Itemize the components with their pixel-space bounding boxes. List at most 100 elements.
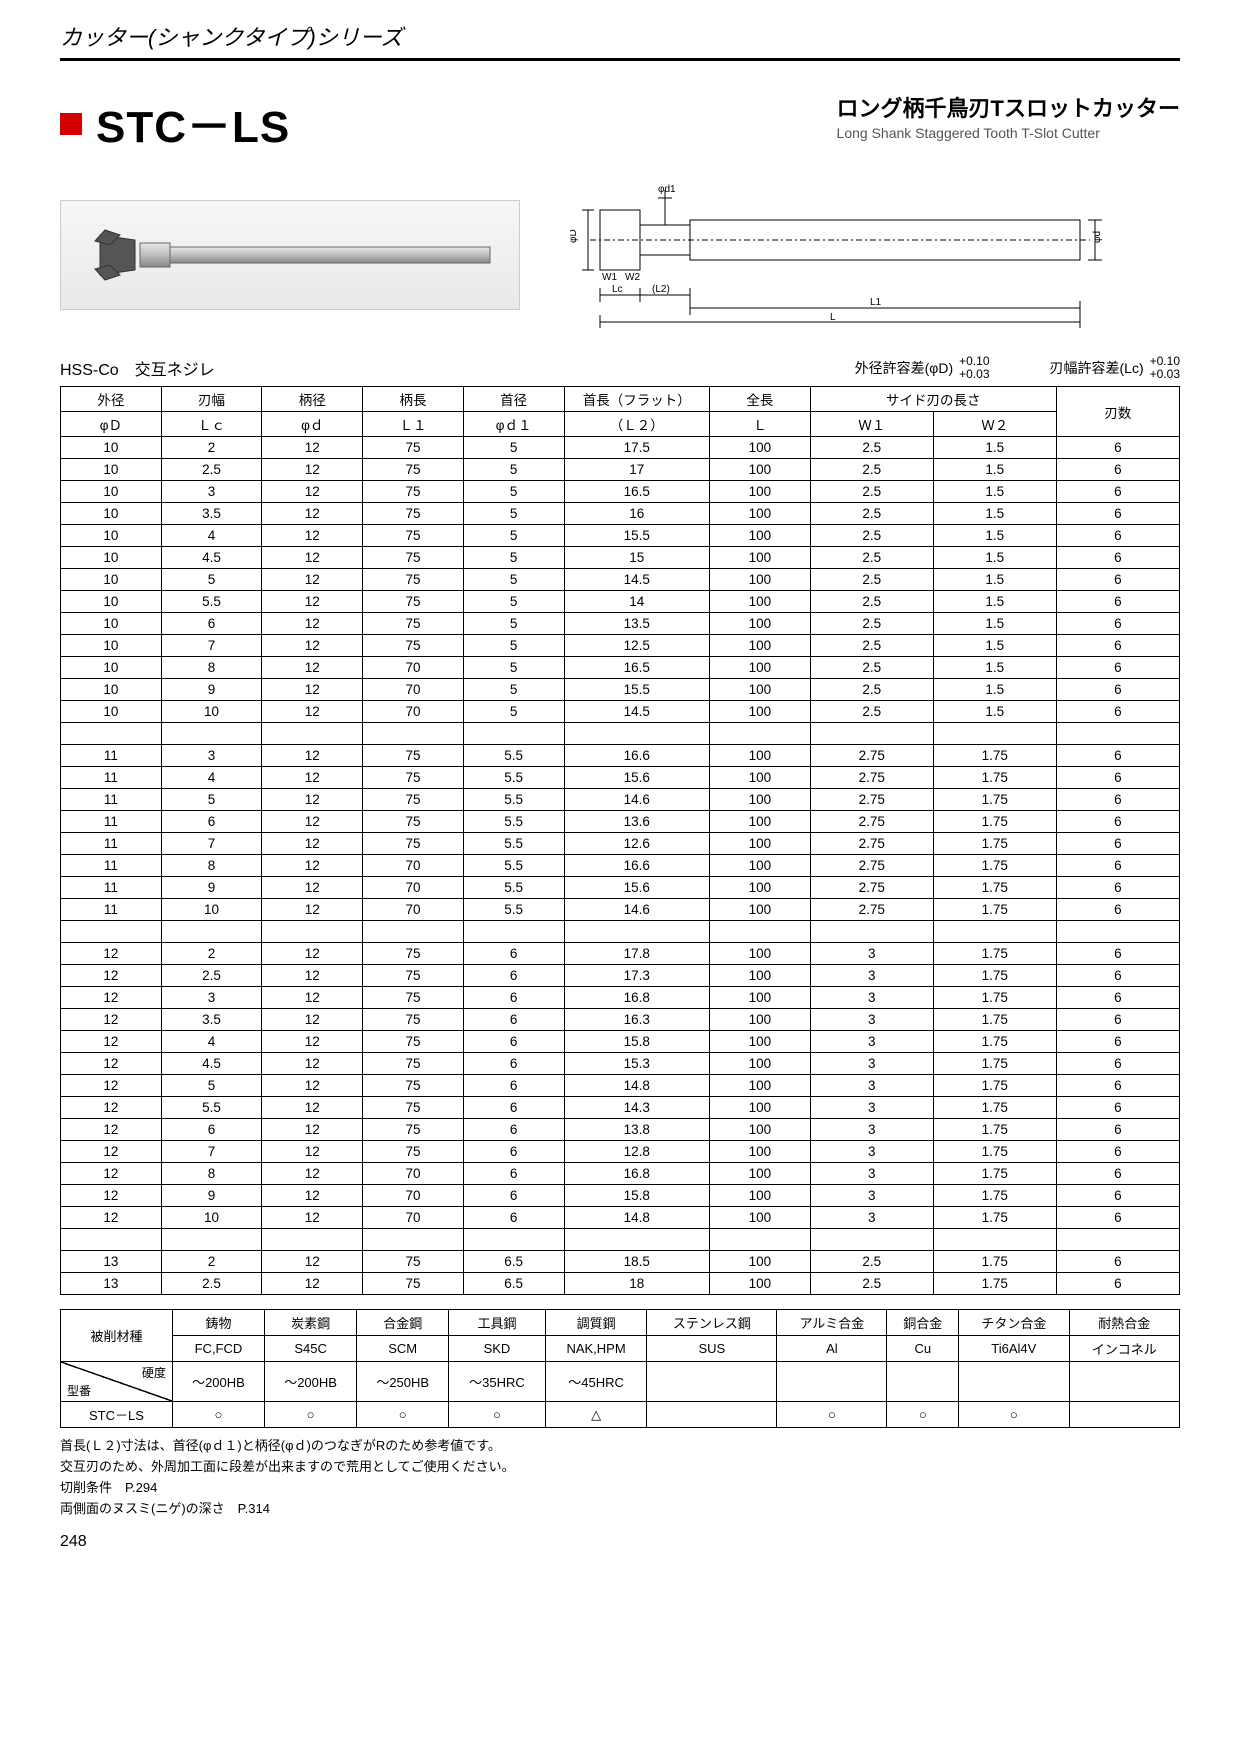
spec-cell: 12 [262, 767, 363, 789]
spec-cell: 13.8 [564, 1119, 709, 1141]
spec-cell: 17.8 [564, 943, 709, 965]
spec-cell: 100 [709, 965, 810, 987]
svg-text:(L2): (L2) [652, 284, 670, 295]
spec-cell: 1.5 [933, 503, 1056, 525]
blank-cell [161, 723, 262, 745]
spec-cell: 5.5 [463, 767, 564, 789]
spec-cell: 3 [810, 1009, 933, 1031]
spec-cell: 100 [709, 525, 810, 547]
spec-cell: 6 [1056, 525, 1179, 547]
spec-cell: 100 [709, 811, 810, 833]
table-row: 132.512756.5181002.51.756 [61, 1273, 1180, 1295]
spec-cell: 16.6 [564, 855, 709, 877]
spec-cell: 1.75 [933, 1163, 1056, 1185]
spec-cell: 75 [363, 591, 464, 613]
page-header-text: カッター(シャンクタイプ)シリーズ [60, 25, 403, 50]
spec-cell: 1.75 [933, 1119, 1056, 1141]
spec-cell: 5 [161, 789, 262, 811]
mat-h2: NAK,HPM [545, 1336, 647, 1362]
table-row: 1031275516.51002.51.56 [61, 481, 1180, 503]
spec-cell: 12 [262, 877, 363, 899]
blank-cell [933, 723, 1056, 745]
spec-cell: 6 [1056, 635, 1179, 657]
table-row: 1021275517.51002.51.56 [61, 437, 1180, 459]
table-row: 1271275612.810031.756 [61, 1141, 1180, 1163]
spec-cell: 6 [463, 1163, 564, 1185]
spec-cell: 14.5 [564, 569, 709, 591]
spec-cell: 5 [463, 547, 564, 569]
spec-cell: 2.75 [810, 811, 933, 833]
spec-cell: 12 [262, 481, 363, 503]
table-row: 11512755.514.61002.751.756 [61, 789, 1180, 811]
spec-cell: 15.6 [564, 767, 709, 789]
spec-cell: 1.5 [933, 459, 1056, 481]
spec-cell: 6 [1056, 503, 1179, 525]
spec-cell: 75 [363, 1119, 464, 1141]
spec-cell: 100 [709, 1185, 810, 1207]
blank-cell [564, 1229, 709, 1251]
spec-cell: 12 [61, 1031, 162, 1053]
spec-h2: Ｌ [709, 412, 810, 437]
spec-cell: 6 [161, 1119, 262, 1141]
spec-cell: 100 [709, 679, 810, 701]
spec-cell: 75 [363, 1141, 464, 1163]
mat-mark: ○ [265, 1402, 357, 1428]
spec-cell: 14.3 [564, 1097, 709, 1119]
spec-cell: 2.5 [810, 635, 933, 657]
table-row: 1251275614.810031.756 [61, 1075, 1180, 1097]
spec-cell: 3 [810, 1075, 933, 1097]
spec-cell: 10 [61, 503, 162, 525]
spec-cell: 100 [709, 635, 810, 657]
spec-cell: 12 [262, 1075, 363, 1097]
tolerance-od: 外径許容差(φD) +0.10+0.03 [855, 355, 990, 380]
table-row: 11412755.515.61002.751.756 [61, 767, 1180, 789]
diag-bot: 型番 [67, 1382, 91, 1399]
spec-cell: 6 [161, 613, 262, 635]
table-row: 1281270616.810031.756 [61, 1163, 1180, 1185]
blank-cell [61, 1229, 162, 1251]
spec-cell: 2.5 [810, 481, 933, 503]
spec-cell: 1.5 [933, 657, 1056, 679]
spec-cell: 1.75 [933, 833, 1056, 855]
spec-cell: 1.5 [933, 569, 1056, 591]
spec-cell: 12 [262, 503, 363, 525]
spec-cell: 2.75 [810, 833, 933, 855]
spec-cell: 12 [262, 1185, 363, 1207]
spec-h2: Ｗ１ [810, 412, 933, 437]
spec-cell: 5 [161, 569, 262, 591]
spec-cell: 100 [709, 855, 810, 877]
spec-cell: 10 [61, 569, 162, 591]
spec-cell: 1.75 [933, 943, 1056, 965]
spec-cell: 75 [363, 613, 464, 635]
spec-cell: 2.5 [810, 459, 933, 481]
mat-h1: 調質鋼 [545, 1310, 647, 1336]
spec-cell: 3.5 [161, 503, 262, 525]
spec-cell: 11 [61, 745, 162, 767]
mat-diag: 硬度型番 [61, 1362, 173, 1402]
spec-cell: 1.5 [933, 525, 1056, 547]
blank-cell [161, 921, 262, 943]
spec-cell: 5.5 [463, 855, 564, 877]
spec-cell: 6 [463, 1053, 564, 1075]
spec-cell: 70 [363, 701, 464, 723]
spec-cell: 6 [161, 811, 262, 833]
table-row: 11812705.516.61002.751.756 [61, 855, 1180, 877]
spec-cell: 8 [161, 657, 262, 679]
spec-h1: 首長（フラット） [564, 387, 709, 412]
spec-cell: 6 [1056, 789, 1179, 811]
spec-cell: 12 [262, 437, 363, 459]
spec-cell: 70 [363, 1185, 464, 1207]
spec-cell: 100 [709, 569, 810, 591]
spec-cell: 16 [564, 503, 709, 525]
spec-cell: 75 [363, 481, 464, 503]
cutter-illustration [80, 215, 500, 295]
spec-cell: 5 [463, 481, 564, 503]
mat-h1: チタン合金 [959, 1310, 1069, 1336]
spec-cell: 75 [363, 811, 464, 833]
blank-row [61, 1229, 1180, 1251]
spec-cell: 100 [709, 987, 810, 1009]
table-row: 105.512755141002.51.56 [61, 591, 1180, 613]
spec-cell: 14.5 [564, 701, 709, 723]
table-row: 1291270615.810031.756 [61, 1185, 1180, 1207]
spec-cell: 3 [161, 481, 262, 503]
